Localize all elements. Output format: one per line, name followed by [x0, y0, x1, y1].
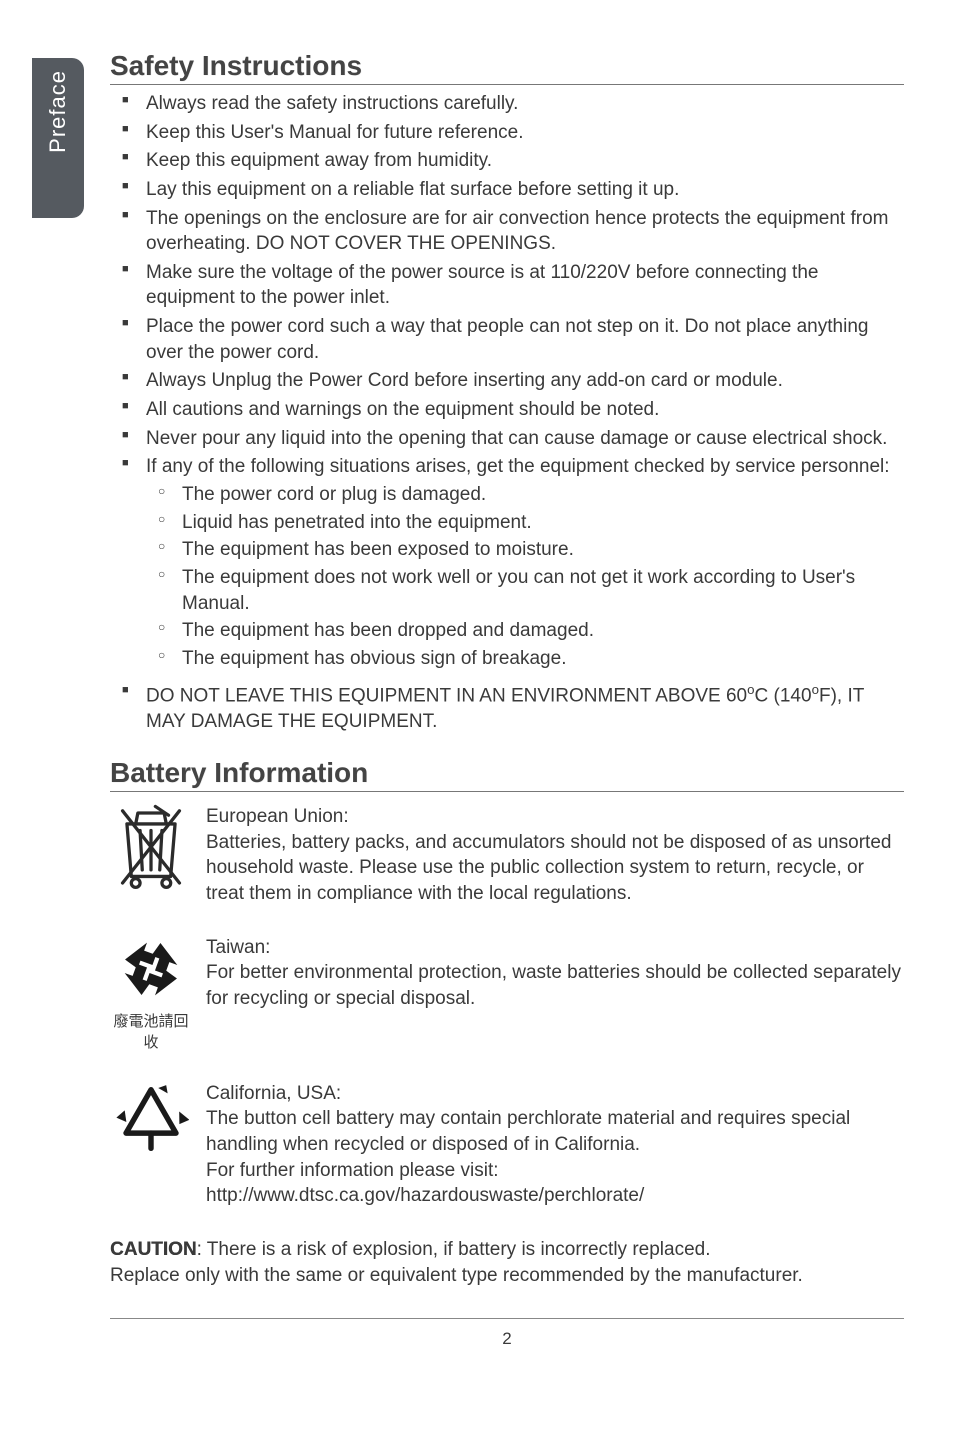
page: Preface Safety Instructions Always read …	[0, 0, 954, 1431]
battery-ca-block: California, USA: The button cell battery…	[110, 1081, 904, 1209]
safety-item: Keep this User's Manual for future refer…	[110, 120, 904, 146]
safety-item-temp: DO NOT LEAVE THIS EQUIPMENT IN AN ENVIRO…	[110, 681, 904, 735]
weee-bin-icon	[110, 804, 192, 907]
battery-ca-text: California, USA: The button cell battery…	[206, 1081, 904, 1209]
recycle-triangle-icon	[110, 1081, 192, 1209]
ca-heading: California, USA:	[206, 1081, 904, 1107]
caution-text1: : There is a risk of explosion, if batte…	[197, 1239, 711, 1260]
safety-sub-item: Liquid has penetrated into the equipment…	[146, 510, 904, 536]
tw-body: For better environmental protection, was…	[206, 960, 904, 1011]
temp-prefix: DO NOT LEAVE THIS EQUIPMENT IN AN ENVIRO…	[146, 686, 747, 707]
recycle-arrows-icon: 廢電池請回收	[110, 935, 192, 1053]
ca-url: http://www.dtsc.ca.gov/hazardouswaste/pe…	[206, 1183, 904, 1209]
tw-heading: Taiwan:	[206, 935, 904, 961]
safety-sub-item: The equipment has been exposed to moistu…	[146, 537, 904, 563]
safety-item-with-sublist: If any of the following situations arise…	[110, 454, 904, 671]
safety-sub-item: The power cord or plug is damaged.	[146, 482, 904, 508]
safety-sublist: The power cord or plug is damaged. Liqui…	[146, 482, 904, 671]
safety-heading: Safety Instructions	[110, 50, 904, 85]
temp-mid: C (140	[755, 686, 812, 707]
eu-heading: European Union:	[206, 804, 904, 830]
degree-symbol: o	[747, 682, 754, 697]
safety-sub-item: The equipment has been dropped and damag…	[146, 618, 904, 644]
safety-item: Never pour any liquid into the opening t…	[110, 426, 904, 452]
safety-item: Always Unplug the Power Cord before inse…	[110, 368, 904, 394]
page-footer: 2	[110, 1318, 904, 1349]
degree-symbol: o	[812, 682, 819, 697]
battery-eu-text: European Union: Batteries, battery packs…	[206, 804, 904, 907]
safety-item-text: If any of the following situations arise…	[146, 456, 890, 477]
sidebar-label: Preface	[45, 70, 71, 153]
eu-body: Batteries, battery packs, and accumulato…	[206, 830, 904, 907]
safety-item: Make sure the voltage of the power sourc…	[110, 260, 904, 311]
safety-sub-item: The equipment does not work well or you …	[146, 565, 904, 616]
ca-body2: For further information please visit:	[206, 1158, 904, 1184]
caution-block: CAUTION: There is a risk of explosion, i…	[110, 1237, 904, 1288]
page-number: 2	[502, 1329, 511, 1348]
safety-sub-item: The equipment has obvious sign of breaka…	[146, 646, 904, 672]
battery-eu-block: European Union: Batteries, battery packs…	[110, 804, 904, 907]
battery-heading: Battery Information	[110, 757, 904, 792]
safety-item: All cautions and warnings on the equipme…	[110, 397, 904, 423]
safety-item: Place the power cord such a way that peo…	[110, 314, 904, 365]
safety-item: Lay this equipment on a reliable flat su…	[110, 177, 904, 203]
caution-label: CAUTION	[110, 1239, 197, 1260]
tw-cn-label: 廢電池請回收	[110, 1012, 192, 1053]
battery-tw-text: Taiwan: For better environmental protect…	[206, 935, 904, 1053]
ca-body1: The button cell battery may contain perc…	[206, 1106, 904, 1157]
safety-item: Always read the safety instructions care…	[110, 91, 904, 117]
safety-item: Keep this equipment away from humidity.	[110, 148, 904, 174]
caution-text2: Replace only with the same or equivalent…	[110, 1263, 904, 1289]
safety-list: Always read the safety instructions care…	[110, 91, 904, 735]
sidebar-tab: Preface	[32, 58, 84, 218]
battery-tw-block: 廢電池請回收 Taiwan: For better environmental …	[110, 935, 904, 1053]
safety-item: The openings on the enclosure are for ai…	[110, 206, 904, 257]
